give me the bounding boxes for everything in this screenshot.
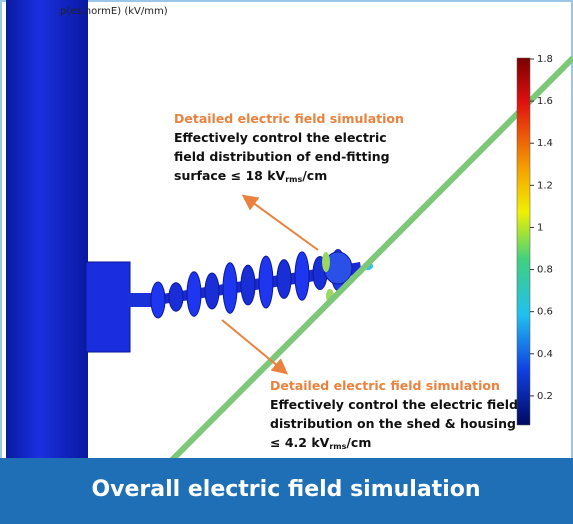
shed: [277, 260, 291, 299]
text: /cm: [302, 168, 327, 183]
plot-label: p(es.normE) (kV/mm): [60, 6, 168, 17]
shed: [241, 265, 255, 305]
annotation-line: Effectively control the electric: [174, 130, 387, 145]
shed: [223, 263, 237, 313]
annotation-title: Detailed electric field simulation: [174, 111, 404, 126]
shed: [295, 252, 309, 300]
simulation-figure: p(es.normE) (kV/mm) Detailed electric fi…: [0, 0, 573, 524]
shed: [151, 282, 165, 318]
text: /cm: [346, 435, 371, 450]
shed: [205, 273, 219, 309]
bracket: [86, 262, 130, 352]
subscript: rms: [285, 175, 302, 184]
grading-ring: [322, 252, 330, 272]
colorbar-tick-label: 1.6: [537, 96, 553, 107]
text: ≤ 4.2 kV: [270, 435, 330, 450]
annotation-title: Detailed electric field simulation: [270, 378, 500, 393]
shed: [187, 272, 201, 317]
colorbar-tick-label: 0.6: [537, 307, 553, 318]
annotation-line: distribution on the shed & housing: [270, 416, 516, 431]
annotation-line: Effectively control the electric field: [270, 397, 518, 412]
page: {"plot_label": "p(es.normE) (kV/mm)", "a…: [0, 0, 573, 524]
colorbar-tick-label: 0.4: [537, 349, 553, 360]
colorbar-tick-label: 1.8: [537, 54, 553, 65]
colorbar-tick-label: 1.2: [537, 180, 553, 191]
colorbar-tick-label: 0.8: [537, 265, 553, 276]
annotation-line: ≤ 4.2 kVrms/cm: [270, 435, 371, 451]
colorbar-tick-label: 0.2: [537, 391, 553, 402]
caption: Overall electric field simulation: [91, 477, 480, 502]
shed: [169, 283, 183, 311]
text: surface ≤ 18 kV: [174, 168, 286, 183]
shed: [259, 256, 273, 308]
subscript: rms: [329, 442, 346, 451]
annotation-line: surface ≤ 18 kVrms/cm: [174, 168, 327, 184]
colorbar-tick-label: 1.4: [537, 138, 553, 149]
colorbar: [517, 58, 530, 425]
pole: [6, 0, 88, 460]
colorbar-tick-label: 1: [537, 222, 543, 233]
annotation-line: field distribution of end-fitting: [174, 149, 390, 164]
